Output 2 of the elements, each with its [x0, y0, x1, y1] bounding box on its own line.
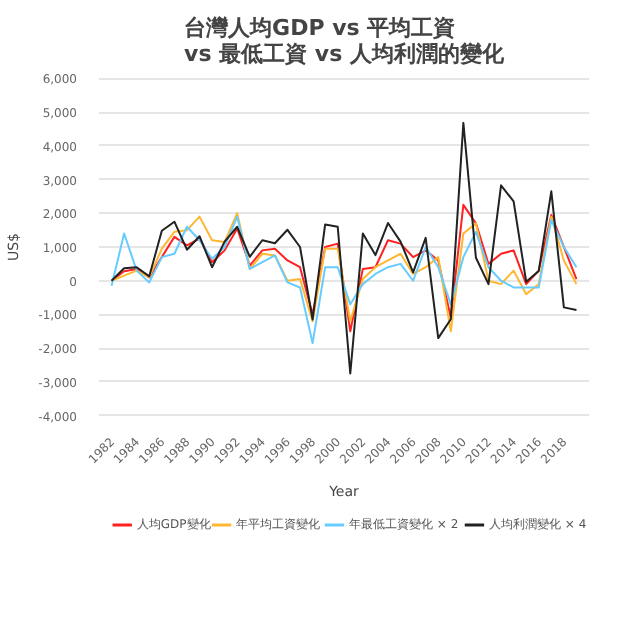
- chart-title: 台灣人均GDP vs 平均工資 vs 最低工資 vs 人均利潤的變化: [184, 15, 506, 67]
- line-series: [110, 121, 578, 375]
